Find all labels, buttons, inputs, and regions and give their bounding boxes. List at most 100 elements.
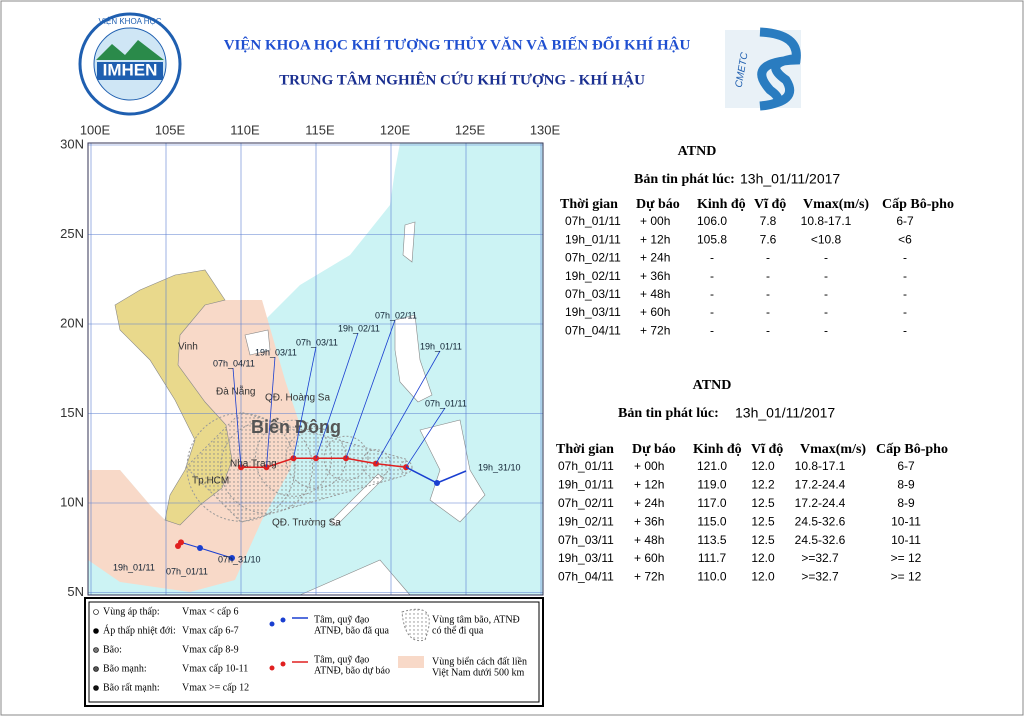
cell: - (903, 323, 907, 337)
center: TRUNG TÂM NGHIÊN CỨU KHÍ TƯỢNG - KHÍ HẬU (279, 71, 645, 88)
cell: <6 (898, 232, 912, 246)
cell: + 00h (640, 214, 670, 228)
past-point (229, 555, 235, 561)
lat-label: 10N (60, 494, 84, 509)
place-label: QĐ. Trường Sa (272, 518, 341, 529)
track-label: 19h_02/11 (338, 323, 380, 333)
cell: 6-7 (897, 459, 915, 473)
column-header: Kinh độ (697, 197, 746, 212)
cell: 07h_01/11 (558, 459, 614, 473)
island (402, 221, 416, 263)
legend-symbol (93, 647, 99, 653)
cell: 24.5-32.6 (795, 533, 846, 547)
cell: >=32.7 (801, 551, 839, 565)
legend-label: Vùng áp thấp: (103, 606, 160, 617)
cell: 07h_03/11 (558, 533, 614, 547)
cone-circle (399, 460, 413, 474)
institute: VIỆN KHOA HỌC KHÍ TƯỢNG THỦY VĂN VÀ BIẾN… (224, 35, 691, 53)
legend-symbol (93, 666, 99, 672)
cone-circle (186, 412, 296, 522)
lon-label: 130E (530, 122, 561, 137)
cone (185, 411, 407, 523)
cell: - (824, 323, 828, 337)
legend-text: ATNĐ, bão đã qua (314, 625, 390, 636)
track-label: 19h_01/11 (420, 341, 462, 351)
legend-buffer (398, 656, 424, 668)
cell: - (903, 305, 907, 319)
legend-desc: Vmax cấp 6-7 (182, 625, 239, 636)
cell: 07h_02/11 (565, 251, 621, 265)
cell: 105.8 (697, 232, 727, 246)
logo-text: IMHEN (103, 60, 158, 79)
cell: 24.5-32.6 (795, 514, 846, 528)
legend (84, 597, 544, 707)
cone-circle (220, 420, 313, 514)
cell: - (766, 305, 770, 319)
legend-desc: Vmax cấp 10-11 (182, 663, 248, 674)
legend-label: Bão mạnh: (103, 663, 147, 674)
cell: - (766, 251, 770, 265)
cell: - (824, 305, 828, 319)
cell: 6-7 (896, 214, 914, 228)
track-label: 19h_31/10 (478, 462, 521, 472)
cell: - (824, 269, 828, 283)
forecast-point (175, 542, 181, 549)
column-header: Dự báo (636, 197, 680, 212)
cell: + 36h (640, 269, 670, 283)
column-header: Cấp Bô-pho (876, 442, 948, 457)
bulletin-title: ATND (693, 378, 732, 393)
cell: + 48h (634, 533, 664, 547)
track-label: 07h_02/11 (375, 310, 417, 320)
cell: 19h_01/11 (558, 478, 614, 492)
cell: + 12h (640, 232, 670, 246)
column-header: Vĩ độ (754, 197, 786, 212)
cell: + 12h (634, 478, 664, 492)
lat-label: 20N (60, 315, 84, 330)
cell: 07h_04/11 (565, 323, 621, 337)
legend-text: Vùng tâm bão, ATNĐ (432, 614, 520, 625)
track-label-leader (315, 332, 359, 459)
cell: 106.0 (697, 214, 727, 228)
cell: - (903, 251, 907, 265)
issued-time: 13h_01/11/2017 (735, 405, 835, 421)
legend-cone (401, 608, 430, 642)
cell: - (710, 287, 714, 301)
cell: + 24h (634, 496, 664, 510)
track-label: 07h_01/11 (166, 566, 208, 576)
issued-time: 13h_01/11/2017 (740, 171, 840, 187)
cell: >= 12 (891, 551, 922, 565)
cell: 12.2 (751, 478, 775, 492)
past-point (434, 480, 440, 486)
issued-label: Bản tin phát lúc: (618, 406, 719, 421)
cell: 19h_01/11 (565, 232, 621, 246)
cell: + 48h (640, 287, 670, 301)
lat-label: 30N (60, 136, 84, 151)
place-label: Vinh (178, 342, 198, 353)
cell: 19h_03/11 (558, 551, 614, 565)
cell: 12.0 (751, 551, 775, 565)
cone-circle (361, 449, 391, 479)
legend-label: Bão rất mạnh: (103, 682, 160, 693)
column-header: Dự báo (632, 442, 676, 457)
cell: + 24h (640, 251, 670, 265)
cell: - (824, 287, 828, 301)
island (244, 329, 271, 356)
cell: 12.5 (751, 533, 775, 547)
cell: - (766, 269, 770, 283)
legend-desc: Vmax cấp 8-9 (182, 644, 239, 655)
place-label: QĐ. Hoàng Sa (265, 393, 330, 404)
legend-content: Vùng áp thấp: Vmax < cấp 6 Áp thấp nhiệt đ… (93, 606, 527, 693)
lat-label: 15N (60, 405, 84, 420)
lat-label: 25N (60, 226, 84, 241)
legend-point (269, 621, 275, 627)
bulletin-title: ATND (678, 144, 717, 159)
legend-symbol (93, 628, 99, 634)
cell: - (710, 251, 714, 265)
track-label: 19h_01/11 (113, 562, 155, 572)
cell: + 60h (640, 305, 670, 319)
track-label: 07h_31/10 (218, 554, 261, 564)
cell: 12.0 (751, 459, 775, 473)
issued-label: Bản tin phát lúc: (634, 172, 735, 187)
cell: 8-9 (897, 496, 915, 510)
track-label-leader (375, 350, 441, 464)
